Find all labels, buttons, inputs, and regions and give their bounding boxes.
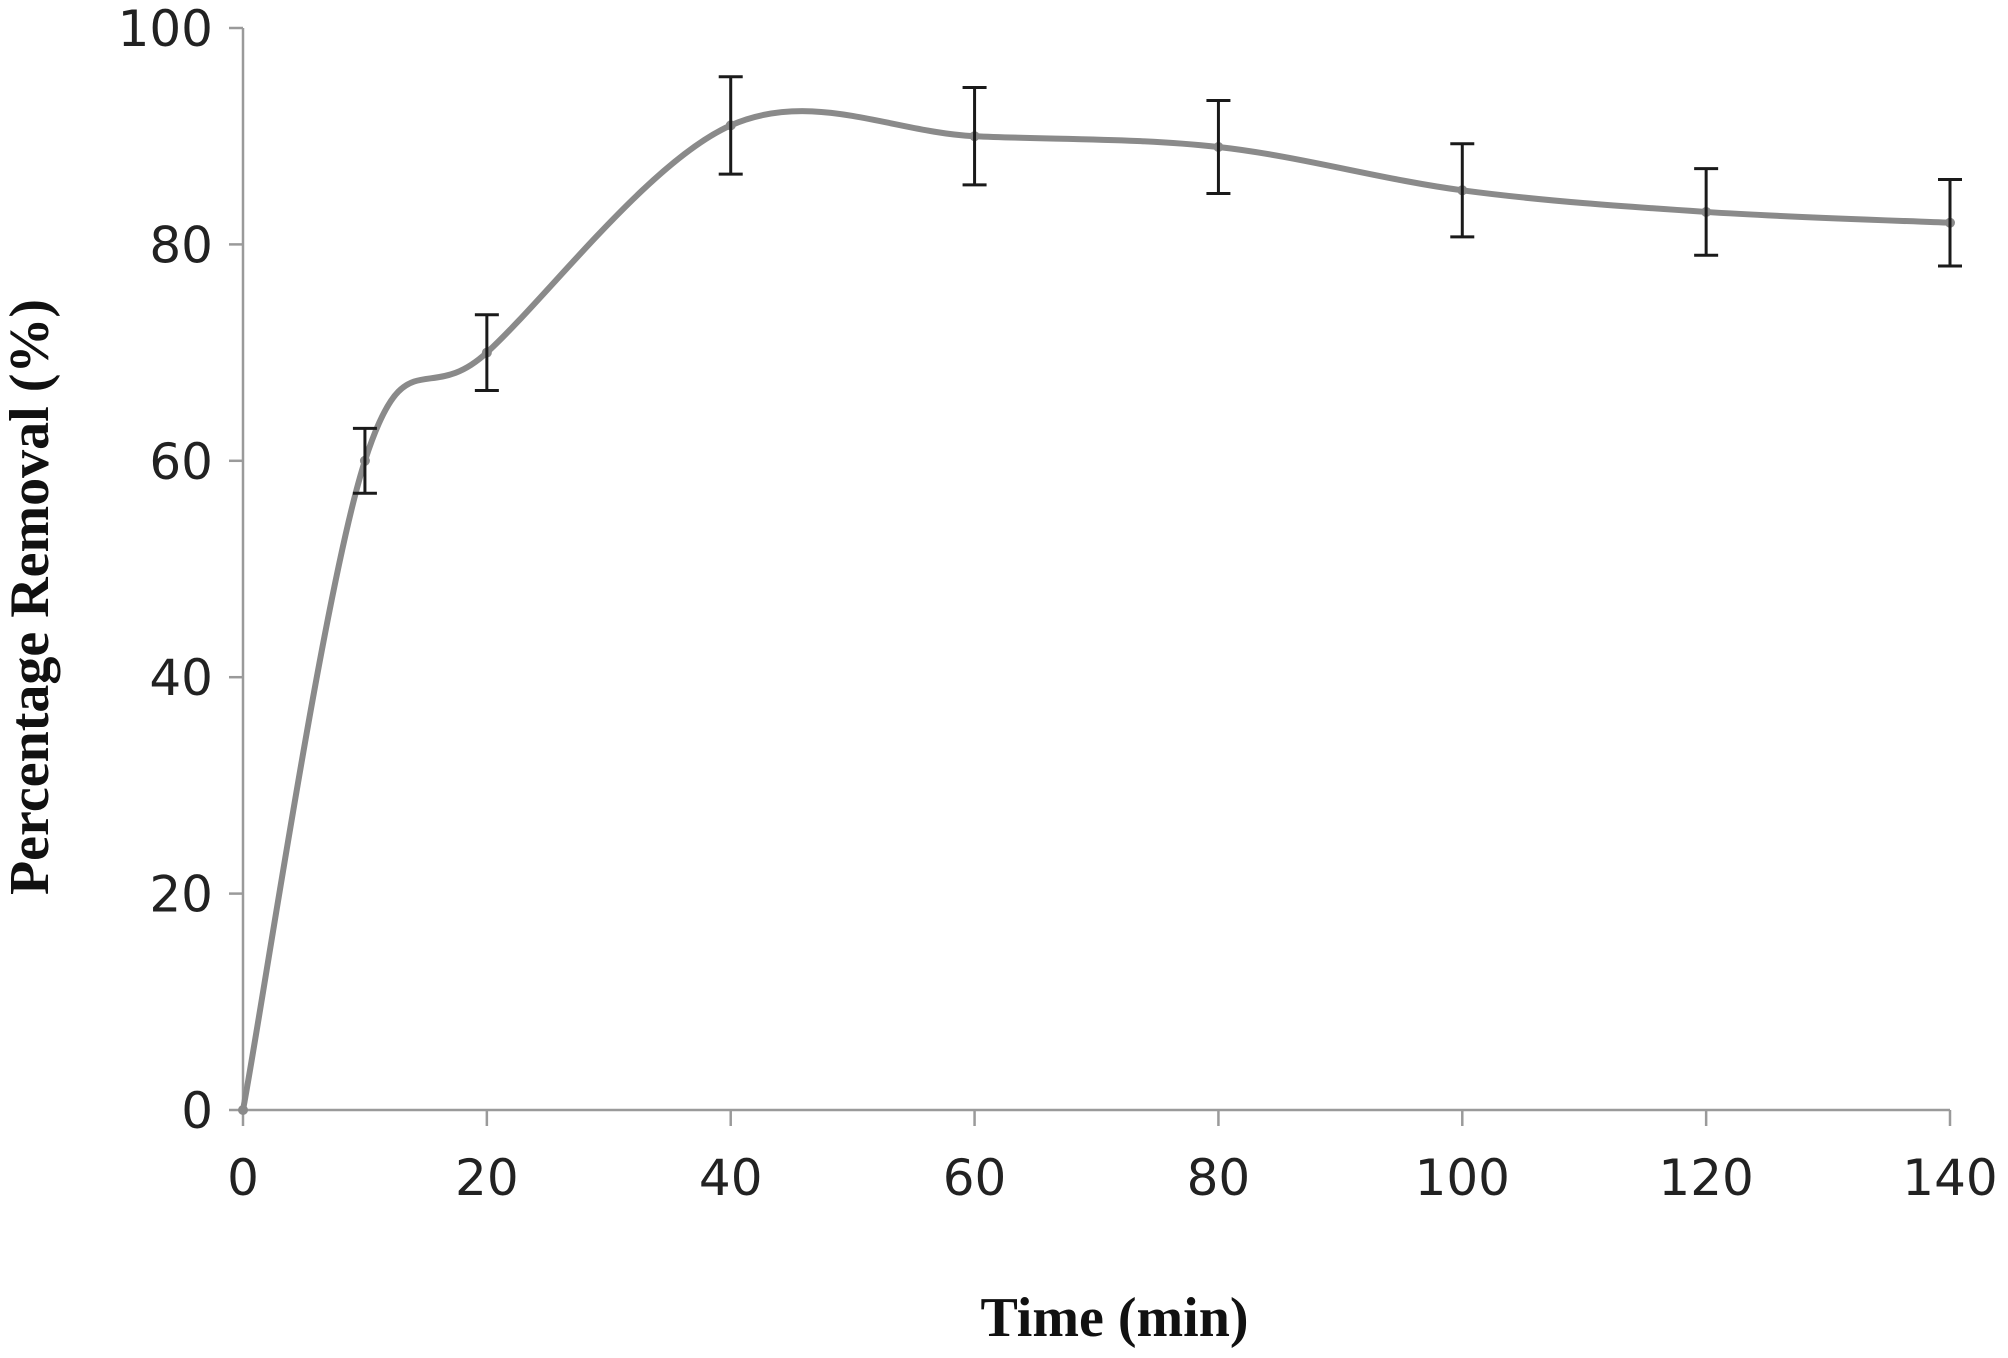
x-tick-label: 60 xyxy=(943,1149,1007,1207)
y-tick-label: 20 xyxy=(149,866,213,924)
y-tick-label: 40 xyxy=(149,649,213,707)
y-tick-label: 60 xyxy=(149,433,213,491)
x-tick-label: 20 xyxy=(455,1149,519,1207)
y-tick-label: 80 xyxy=(149,216,213,274)
error-bar xyxy=(962,86,987,187)
error-bar xyxy=(1206,98,1231,196)
error-bar xyxy=(718,75,743,176)
series-layer xyxy=(238,108,1955,1115)
x-tick-label: 140 xyxy=(1902,1149,1997,1207)
x-tick-label: 0 xyxy=(227,1149,259,1207)
y-tick-label: 100 xyxy=(118,0,213,58)
series-line xyxy=(240,108,1953,1113)
axes xyxy=(241,28,1950,1112)
x-ticks: 0 20 40 60 80 100 120 140 xyxy=(227,1110,1998,1207)
x-tick-label: 120 xyxy=(1658,1149,1753,1207)
x-tick-label: 100 xyxy=(1415,1149,1510,1207)
errorbar-layer xyxy=(352,75,1962,495)
x-tick-label: 80 xyxy=(1187,1149,1251,1207)
error-bar xyxy=(1938,177,1962,268)
y-tick-label: 0 xyxy=(181,1082,213,1140)
error-bar xyxy=(474,313,499,392)
error-bar xyxy=(1694,167,1719,257)
y-ticks: 0 20 40 60 80 100 xyxy=(118,0,243,1140)
data-point xyxy=(238,1105,248,1115)
error-bar xyxy=(352,426,377,495)
x-axis-title: Time (min) xyxy=(980,1287,1248,1349)
error-bar xyxy=(1450,142,1475,239)
y-axis-title: Percentage Removal (%) xyxy=(0,299,61,895)
x-tick-label: 40 xyxy=(699,1149,763,1207)
